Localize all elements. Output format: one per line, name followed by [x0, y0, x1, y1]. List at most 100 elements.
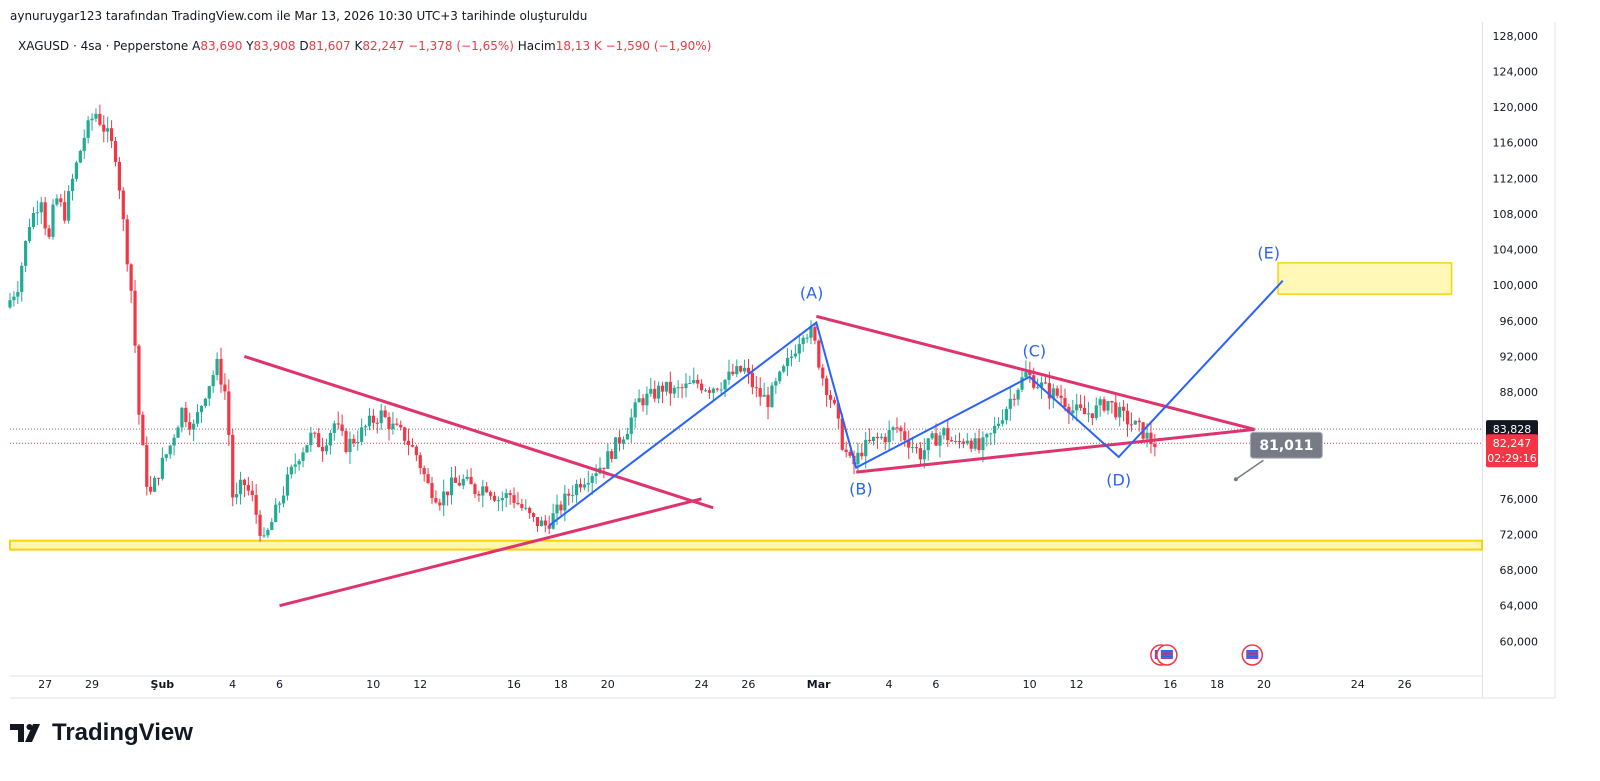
candle-body	[207, 386, 211, 399]
candle-body	[465, 476, 469, 480]
candle-body	[856, 452, 860, 465]
candle-body	[39, 202, 43, 213]
candle-body	[946, 428, 950, 441]
candle-body	[1102, 399, 1106, 411]
candle-body	[469, 476, 473, 485]
candle-body	[141, 414, 145, 446]
candle-body	[735, 366, 739, 375]
wave-label: (E)	[1257, 243, 1280, 262]
candle-body	[102, 124, 106, 132]
candle-body	[774, 381, 778, 386]
candle-body	[754, 387, 758, 389]
price-tick-label: 96,000	[1500, 315, 1539, 328]
candle-body	[508, 493, 512, 496]
candle-body	[860, 452, 864, 457]
candle-body	[739, 366, 743, 372]
candle-body	[809, 327, 813, 338]
candle-body	[950, 440, 954, 442]
candle-body	[762, 394, 766, 397]
elliott-wave-path[interactable]	[548, 280, 1284, 527]
candle-body	[750, 372, 754, 388]
candle-body	[414, 446, 418, 456]
candle-body	[512, 495, 516, 503]
time-tick-label: 6	[276, 678, 283, 691]
candle-body	[1121, 406, 1126, 411]
candle-body	[840, 418, 844, 450]
symbol-name[interactable]: XAGUSD · 4sa · Pepperstone	[18, 39, 189, 53]
price-tick-label: 76,000	[1500, 493, 1539, 506]
candle-body	[344, 430, 348, 453]
candle-body	[297, 460, 301, 465]
candle-body	[1012, 398, 1016, 400]
candle-body	[160, 457, 164, 479]
candle-body	[168, 445, 172, 455]
candle-body	[410, 445, 415, 447]
candle-body	[231, 434, 235, 498]
volume-change-value: −1,590 (−1,90%)	[605, 39, 712, 53]
triangle2-upper-trendline[interactable]	[815, 314, 1256, 431]
candle-body	[332, 423, 336, 433]
open-label: A	[192, 39, 201, 53]
candle-body	[817, 340, 821, 368]
candle-body	[1020, 377, 1024, 390]
candle-body	[422, 468, 426, 475]
price-tick-label: 112,000	[1493, 172, 1539, 185]
triangle1-lower-trendline[interactable]	[279, 497, 702, 608]
high-label: Y	[246, 39, 254, 53]
candle-body	[477, 493, 481, 496]
candle-body	[531, 513, 536, 518]
candle-body	[504, 493, 508, 498]
candle-body	[74, 162, 79, 179]
candle-body	[914, 447, 919, 449]
candle-body	[926, 438, 930, 451]
brand-name: TradingView	[52, 719, 193, 746]
candle-body	[188, 422, 192, 430]
candle-body	[985, 434, 989, 438]
candle-body	[235, 494, 239, 498]
time-tick-label: 29	[85, 678, 99, 691]
candle-body	[274, 504, 278, 523]
candle-body	[680, 387, 684, 389]
candle-body	[594, 473, 598, 477]
support-zone[interactable]	[9, 539, 1483, 551]
candle-body	[285, 474, 290, 496]
high-value: 83,908	[253, 39, 296, 53]
candle-body	[1047, 383, 1051, 399]
candle-body	[578, 483, 583, 488]
candle-body	[82, 137, 86, 151]
candle-body	[813, 327, 817, 341]
candle-body	[125, 219, 129, 265]
candle-body	[305, 445, 309, 453]
callout-box[interactable]	[1249, 431, 1323, 459]
triangle1-upper-trendline[interactable]	[243, 354, 714, 510]
candle-body	[555, 504, 559, 514]
candle-body	[516, 502, 520, 505]
candle-body	[438, 502, 442, 506]
candle-body	[20, 265, 24, 292]
candle-body	[78, 150, 82, 163]
candle-body	[911, 447, 915, 449]
candle-body	[113, 141, 118, 162]
candle-body	[67, 191, 71, 221]
candle-body	[1114, 402, 1118, 418]
candle-body	[367, 415, 372, 427]
candle-body	[270, 522, 274, 531]
candle-body	[782, 366, 786, 372]
candle-body	[262, 535, 266, 537]
candle-body	[989, 433, 993, 435]
price-tick-label: 100,000	[1493, 279, 1539, 292]
candle-body	[844, 449, 848, 452]
time-tick-label: 18	[1210, 678, 1224, 691]
wave-label: (A)	[800, 284, 823, 303]
tradingview-brand[interactable]: TradingView	[10, 719, 193, 747]
candle-body	[320, 446, 325, 452]
candle-body	[215, 358, 219, 376]
candle-body	[660, 385, 665, 392]
candle-body	[1075, 404, 1079, 411]
candle-body	[1039, 382, 1044, 388]
candle-body	[1106, 401, 1110, 411]
triangle2-lower-trendline[interactable]	[856, 427, 1255, 474]
candle-body	[403, 427, 407, 441]
resistance-zone[interactable]	[1277, 262, 1453, 295]
